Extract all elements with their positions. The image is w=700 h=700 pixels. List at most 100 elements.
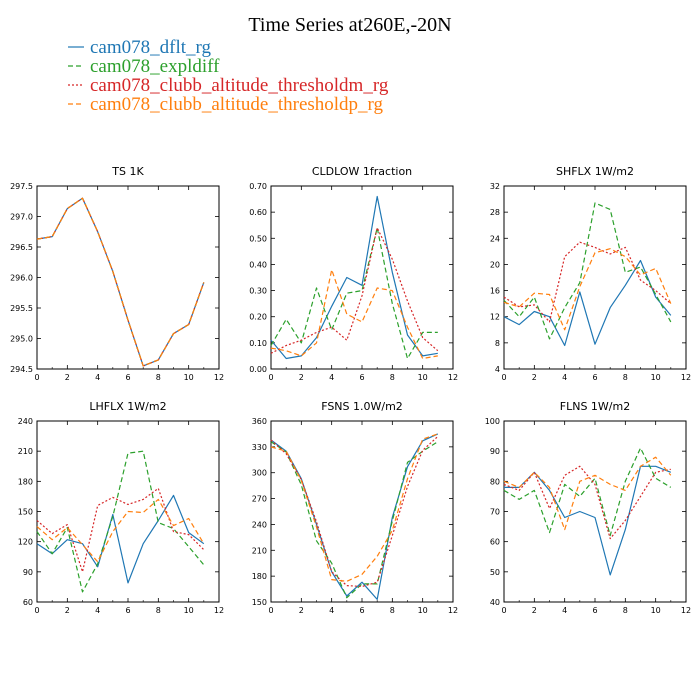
series-line-3 bbox=[36, 197, 205, 367]
y-tick-label: 20 bbox=[490, 260, 500, 269]
series-line-1 bbox=[504, 465, 672, 576]
x-tick-label: 10 bbox=[184, 606, 194, 615]
x-tick-label: 12 bbox=[448, 606, 458, 615]
x-tick-label: 4 bbox=[95, 373, 100, 382]
series-line-4 bbox=[270, 433, 438, 582]
y-tick-label: 80 bbox=[490, 477, 500, 486]
x-tick-label: 0 bbox=[501, 606, 506, 615]
x-tick-label: 2 bbox=[532, 606, 537, 615]
series-line-1 bbox=[270, 195, 438, 360]
y-tick-label: 300 bbox=[252, 469, 267, 478]
series-line-1 bbox=[36, 197, 205, 367]
y-tick-label: 0.60 bbox=[249, 208, 267, 217]
x-tick-label: 4 bbox=[562, 606, 567, 615]
x-tick-label: 0 bbox=[34, 373, 39, 382]
x-tick-label: 2 bbox=[299, 373, 304, 382]
panel-title: CLDLOW 1fraction bbox=[312, 165, 412, 178]
x-tick-label: 0 bbox=[34, 606, 39, 615]
x-tick-label: 6 bbox=[359, 373, 364, 382]
y-tick-label: 0.50 bbox=[249, 234, 267, 243]
x-tick-label: 6 bbox=[359, 606, 364, 615]
y-tick-label: 180 bbox=[252, 572, 267, 581]
x-tick-label: 10 bbox=[651, 606, 661, 615]
x-tick-label: 2 bbox=[65, 373, 70, 382]
y-tick-label: 32 bbox=[490, 182, 500, 191]
x-tick-label: 4 bbox=[95, 606, 100, 615]
chart-panel: FLNS 1W/m2 0 2 4 6 8 10 12 40 50 60 70 80 90 100 bbox=[485, 400, 691, 615]
x-tick-label: 2 bbox=[532, 373, 537, 382]
panels: TS 1K0 2 4 6 8 10 12294.5295.0295.5296.0296.52… bbox=[10, 165, 691, 615]
chart-panel: CLDLOW 1fraction 0 2 4 6 8 10 12 0.00 0.10 0.20 0.3… bbox=[249, 165, 458, 382]
panel-title: FSNS 1.0W/m2 bbox=[321, 400, 403, 413]
y-tick-label: 360 bbox=[252, 417, 267, 426]
x-tick-label: 8 bbox=[623, 373, 628, 382]
series-line-4 bbox=[36, 498, 205, 563]
y-tick-label: 297.5 bbox=[10, 182, 33, 191]
plot-frame bbox=[503, 420, 687, 603]
legend-label: cam078_dflt_rg bbox=[90, 37, 212, 58]
panel-title: FLNS 1W/m2 bbox=[560, 400, 630, 413]
series-line-3 bbox=[36, 487, 205, 573]
x-tick-label: 0 bbox=[501, 373, 506, 382]
x-tick-label: 2 bbox=[65, 606, 70, 615]
x-tick-label: 12 bbox=[448, 373, 458, 382]
series-line-2 bbox=[503, 447, 672, 537]
plot-frame bbox=[503, 185, 687, 370]
series-line-3 bbox=[503, 465, 671, 540]
series-line-4 bbox=[36, 197, 205, 367]
y-tick-label: 24 bbox=[490, 234, 500, 243]
x-tick-label: 10 bbox=[418, 373, 428, 382]
series-line-1 bbox=[36, 494, 205, 584]
figure-title: Time Series at260E,-20N bbox=[248, 14, 451, 36]
y-tick-label: 296.0 bbox=[10, 274, 33, 283]
y-tick-label: 40 bbox=[490, 598, 500, 607]
y-tick-label: 210 bbox=[252, 546, 267, 555]
x-tick-label: 6 bbox=[125, 606, 130, 615]
series-line-2 bbox=[36, 197, 205, 367]
y-tick-label: 295.5 bbox=[10, 304, 33, 313]
x-tick-label: 8 bbox=[390, 606, 395, 615]
x-tick-label: 8 bbox=[156, 606, 161, 615]
y-tick-label: 330 bbox=[252, 443, 267, 452]
y-tick-label: 0.40 bbox=[249, 260, 267, 269]
chart-panel: FSNS 1.0W/m2 0 2 4 6 8 10 12 150 180 210 240 270 300 3… bbox=[252, 400, 458, 615]
y-tick-label: 0.70 bbox=[249, 182, 267, 191]
series-line-4 bbox=[503, 248, 672, 331]
y-tick-label: 90 bbox=[23, 568, 33, 577]
x-tick-label: 4 bbox=[562, 373, 567, 382]
panel-title: SHFLX 1W/m2 bbox=[556, 165, 634, 178]
y-tick-label: 297.0 bbox=[10, 213, 33, 222]
y-tick-label: 100 bbox=[485, 417, 500, 426]
x-tick-label: 8 bbox=[156, 373, 161, 382]
x-tick-label: 12 bbox=[214, 606, 224, 615]
series-line-4 bbox=[503, 456, 672, 531]
x-tick-label: 10 bbox=[651, 373, 661, 382]
y-tick-label: 16 bbox=[490, 287, 500, 296]
y-tick-label: 240 bbox=[252, 520, 267, 529]
y-tick-label: 70 bbox=[490, 508, 500, 517]
y-tick-label: 150 bbox=[18, 508, 33, 517]
series-line-2 bbox=[503, 202, 672, 340]
y-tick-label: 0.30 bbox=[249, 287, 267, 296]
chart-panel: LHFLX 1W/m2 0 2 4 6 8 10 12 60 90 120 150 180 210 240 bbox=[18, 400, 224, 615]
legend-label: cam078_clubb_altitude_thresholdm_rg bbox=[90, 75, 389, 96]
y-tick-label: 180 bbox=[18, 477, 33, 486]
x-tick-label: 10 bbox=[184, 373, 194, 382]
y-tick-label: 240 bbox=[18, 417, 33, 426]
y-tick-label: 0.10 bbox=[249, 339, 267, 348]
x-tick-label: 6 bbox=[592, 373, 597, 382]
x-tick-label: 6 bbox=[125, 373, 130, 382]
chart-panel: TS 1K 0 2 4 6 8 10 12 294.5 295.0 295.5 296.0 296.5 2… bbox=[10, 165, 224, 382]
series-line-4 bbox=[270, 269, 438, 360]
x-tick-label: 2 bbox=[299, 606, 304, 615]
y-tick-label: 0.20 bbox=[249, 313, 267, 322]
y-tick-label: 90 bbox=[490, 447, 500, 456]
x-tick-label: 10 bbox=[418, 606, 428, 615]
y-tick-label: 120 bbox=[18, 538, 33, 547]
x-tick-label: 12 bbox=[681, 606, 691, 615]
x-tick-label: 4 bbox=[329, 606, 334, 615]
series-line-2 bbox=[270, 227, 438, 360]
y-tick-label: 60 bbox=[490, 538, 500, 547]
